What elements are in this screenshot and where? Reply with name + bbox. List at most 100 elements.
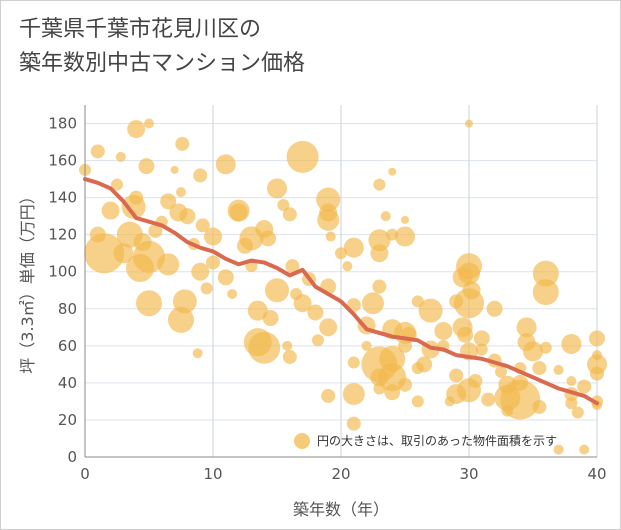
data-bubble bbox=[481, 392, 496, 407]
y-tick-label: 180 bbox=[48, 115, 77, 133]
data-bubble bbox=[179, 208, 196, 225]
data-bubble bbox=[384, 384, 401, 401]
data-bubble bbox=[267, 178, 287, 199]
trend-line bbox=[83, 177, 599, 406]
data-bubble bbox=[204, 227, 222, 246]
data-bubble bbox=[260, 230, 277, 247]
data-bubble bbox=[395, 226, 415, 247]
data-bubble bbox=[335, 247, 347, 260]
data-bubble bbox=[561, 333, 582, 354]
data-bubble bbox=[577, 379, 592, 394]
data-bubble bbox=[486, 300, 503, 317]
data-bubble bbox=[316, 187, 341, 212]
data-bubble bbox=[321, 388, 336, 403]
data-bubble bbox=[500, 379, 541, 420]
x-tick-label: 0 bbox=[80, 465, 90, 483]
data-bubble bbox=[148, 223, 163, 238]
data-bubble bbox=[347, 356, 360, 369]
data-bubble bbox=[342, 261, 353, 272]
data-bubble bbox=[325, 231, 336, 242]
data-bubble bbox=[434, 322, 453, 341]
y-tick-label: 80 bbox=[58, 300, 77, 318]
data-bubble bbox=[590, 366, 604, 381]
data-bubble bbox=[229, 203, 248, 222]
data-bubble bbox=[200, 282, 213, 295]
data-bubble bbox=[195, 218, 210, 233]
data-bubble bbox=[286, 140, 319, 173]
data-bubble bbox=[571, 406, 584, 419]
legend-note: 円の大きさは、取引のあった物件面積を示す bbox=[317, 433, 557, 448]
data-bubble bbox=[285, 259, 300, 274]
data-bubble bbox=[90, 144, 105, 159]
data-bubble bbox=[293, 294, 312, 313]
data-bubble bbox=[101, 201, 120, 220]
data-bubble bbox=[532, 260, 559, 287]
data-bubble bbox=[368, 229, 391, 252]
y-tick-label: 40 bbox=[58, 374, 77, 392]
y-tick-label: 60 bbox=[58, 337, 77, 355]
data-bubble bbox=[157, 253, 180, 276]
data-bubble bbox=[307, 304, 324, 321]
data-bubble bbox=[127, 120, 146, 139]
data-bubble bbox=[553, 364, 564, 375]
chart-title-line-2: 築年数別中古マンション価格 bbox=[19, 51, 306, 76]
data-bubble bbox=[462, 281, 481, 300]
data-bubble bbox=[217, 269, 234, 286]
data-bubble bbox=[539, 341, 552, 354]
x-tick-label: 10 bbox=[203, 465, 222, 483]
chart-title-line-1: 千葉県千葉市花見川区の bbox=[19, 17, 262, 42]
data-bubble bbox=[418, 298, 443, 323]
y-tick-label: 160 bbox=[48, 152, 77, 170]
data-bubble bbox=[277, 199, 290, 212]
data-bubble bbox=[565, 397, 578, 410]
data-bubble bbox=[206, 255, 220, 270]
y-tick-label: 100 bbox=[48, 263, 77, 281]
data-bubble bbox=[215, 154, 236, 175]
data-bubble bbox=[361, 340, 372, 351]
data-bubble bbox=[388, 167, 397, 176]
data-bubble bbox=[416, 356, 433, 373]
data-bubble bbox=[176, 187, 186, 198]
data-bubble bbox=[282, 349, 297, 364]
data-bubble bbox=[282, 207, 297, 222]
data-bubble bbox=[136, 290, 162, 317]
data-bubble bbox=[449, 368, 464, 383]
data-bubble bbox=[247, 300, 268, 321]
data-bubble bbox=[248, 331, 281, 364]
data-bubble bbox=[362, 292, 384, 315]
data-bubble bbox=[373, 178, 386, 191]
data-bubble bbox=[168, 306, 194, 333]
data-bubble bbox=[401, 215, 409, 224]
x-tick-label: 30 bbox=[459, 465, 478, 483]
y-tick-label: 20 bbox=[58, 411, 77, 429]
data-bubble bbox=[175, 136, 190, 151]
data-bubble bbox=[133, 240, 165, 273]
data-bubble bbox=[473, 330, 490, 347]
data-bubble bbox=[138, 158, 155, 175]
data-bubble bbox=[532, 361, 547, 376]
data-bubble bbox=[282, 340, 293, 351]
data-bubble bbox=[319, 318, 338, 337]
data-bubble bbox=[191, 262, 210, 281]
data-bubble bbox=[113, 243, 134, 264]
data-bubble bbox=[380, 211, 391, 222]
data-bubble bbox=[343, 237, 364, 258]
data-bubble bbox=[458, 262, 480, 285]
y-tick-label: 140 bbox=[48, 189, 77, 207]
chart-title: 千葉県千葉市花見川区の 築年数別中古マンション価格 bbox=[19, 13, 305, 81]
data-bubble bbox=[566, 376, 577, 387]
data-bubble bbox=[475, 343, 488, 356]
data-bubble bbox=[84, 233, 125, 274]
data-bubble bbox=[311, 334, 324, 347]
data-bubble bbox=[592, 350, 602, 361]
data-bubble bbox=[579, 444, 590, 455]
data-bubble bbox=[115, 151, 126, 162]
data-bubble bbox=[193, 168, 208, 183]
data-bubble bbox=[129, 190, 144, 205]
data-bubble bbox=[495, 365, 507, 378]
legend-bubble-icon bbox=[294, 433, 310, 449]
x-axis-label: 築年数（年） bbox=[293, 500, 389, 519]
data-bubble bbox=[144, 118, 154, 129]
data-bubble bbox=[192, 348, 203, 359]
